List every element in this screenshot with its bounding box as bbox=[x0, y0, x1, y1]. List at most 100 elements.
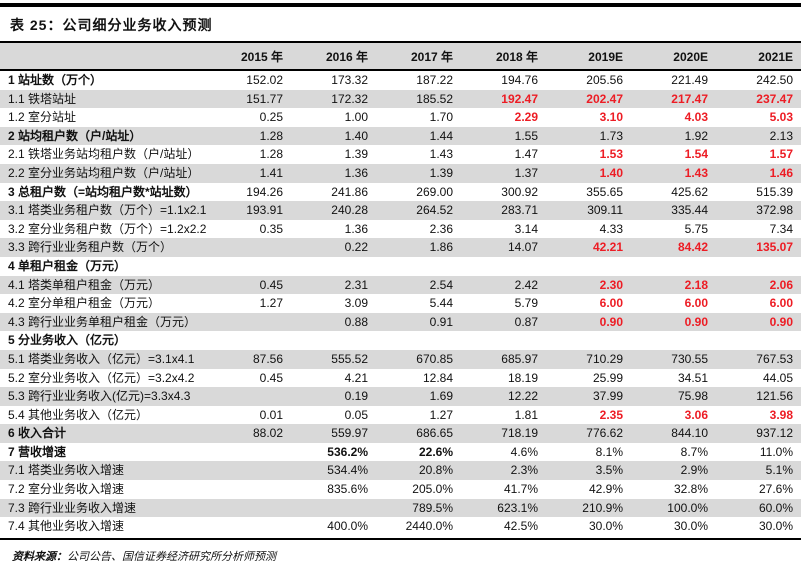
cell: 1.46 bbox=[716, 163, 801, 183]
header-row: 2015 年 2016 年 2017 年 2018 年 2019E 2020E 2021E bbox=[0, 43, 801, 71]
cell: 515.39 bbox=[756, 184, 793, 199]
cell: 100.0% bbox=[631, 498, 716, 518]
cell: 685.97 bbox=[461, 349, 546, 369]
column-header: 2021E bbox=[716, 43, 801, 71]
cell: 623.1% bbox=[461, 498, 546, 518]
table-row: 7.2 室分业务收入增速 835.6% 205.0% 41.7% 42.9% 32.8% 2… bbox=[0, 480, 801, 499]
cell bbox=[206, 461, 291, 481]
table-row: 7 营收增速 536.2% 22.6% 4.6% 8.1% 8.7% 11.0% bbox=[0, 443, 801, 462]
bottom-rule bbox=[0, 537, 801, 540]
row-label: 1 站址数（万个） bbox=[8, 73, 103, 87]
cell bbox=[716, 331, 801, 350]
cell: 0.45 bbox=[206, 275, 291, 295]
cell bbox=[206, 517, 291, 536]
cell: 2.36 bbox=[429, 221, 453, 236]
cell bbox=[206, 498, 291, 518]
table-row: 5 分业务收入（亿元） bbox=[0, 331, 801, 350]
cell: 2.29 bbox=[514, 110, 538, 125]
source-label: 资料来源： bbox=[12, 550, 67, 561]
cell: 536.2% bbox=[327, 444, 368, 459]
cell: 1.47 bbox=[514, 147, 538, 162]
cell: 151.77 bbox=[206, 89, 291, 109]
row-label: 6 收入合计 bbox=[0, 424, 206, 443]
row-label: 3.1 塔类业务租户数（万个）=1.1x2.1 bbox=[0, 201, 206, 220]
row-label: 2.1 铁塔业务站均租户数（户/站址） bbox=[8, 147, 200, 162]
cell: 0.19 bbox=[291, 387, 376, 406]
table-row: 3 总租户数（=站均租户数*站址数） 194.26 241.86 269.00 300.… bbox=[0, 183, 801, 202]
cell: 400.0% bbox=[327, 519, 368, 534]
cell: 730.55 bbox=[631, 349, 716, 369]
table-row: 6 收入合计 88.02 559.97 686.65 718.19 776.62 844.1… bbox=[0, 424, 801, 443]
row-label: 2 站均租户数（户/站址） bbox=[0, 126, 206, 146]
cell: 555.52 bbox=[291, 349, 376, 369]
cell: 0.45 bbox=[259, 370, 283, 385]
row-label: 5 分业务收入（亿元） bbox=[8, 333, 127, 348]
cell: 2.13 bbox=[716, 126, 801, 146]
cell: 12.84 bbox=[422, 370, 453, 385]
column-header: 2020E bbox=[631, 43, 716, 71]
cell: 32.8% bbox=[673, 482, 708, 497]
cell: 718.19 bbox=[461, 424, 546, 443]
cell: 1.69 bbox=[376, 387, 461, 406]
cell: 3.14 bbox=[514, 221, 538, 236]
cell: 2.18 bbox=[631, 275, 716, 295]
cell: 11.0% bbox=[759, 444, 793, 459]
cell: 34.51 bbox=[677, 370, 708, 385]
cell: 242.50 bbox=[756, 73, 793, 87]
cell: 937.12 bbox=[716, 424, 801, 443]
cell: 1.86 bbox=[376, 238, 461, 257]
cell: 42.21 bbox=[546, 238, 631, 257]
cell: 1.55 bbox=[461, 126, 546, 146]
table-row: 4 单租户租金（万元） bbox=[0, 257, 801, 276]
cell: 5.44 bbox=[429, 296, 453, 311]
cell: 7.34 bbox=[769, 221, 793, 236]
cell bbox=[461, 257, 546, 276]
cell: 300.92 bbox=[501, 184, 538, 199]
cell: 121.56 bbox=[716, 387, 801, 406]
table-row: 4.3 跨行业业务单租户租金（万元） 0.88 0.91 0.87 0.90 0.90 0.… bbox=[0, 312, 801, 332]
cell: 8.7% bbox=[680, 444, 708, 459]
source-text: 公司公告、国信证券经济研究所分析师预测 bbox=[67, 550, 276, 561]
cell: 1.81 bbox=[514, 407, 538, 422]
table-row: 1 站址数（万个） 152.02 173.32 187.22 194.76 205.56 2… bbox=[0, 70, 801, 90]
table-row: 5.3 跨行业业务收入(亿元)=3.3x4.3 0.19 1.69 12.22 37.9… bbox=[0, 387, 801, 406]
row-label: 3 总租户数（=站均租户数*站址数） bbox=[8, 184, 198, 199]
row-label: 7.2 室分业务收入增速 bbox=[8, 482, 125, 497]
cell: 30.0% bbox=[588, 519, 623, 534]
cell: 1.28 bbox=[259, 147, 283, 162]
cell bbox=[206, 238, 291, 257]
cell: 60.0% bbox=[716, 498, 801, 518]
table-row: 5.1 塔类业务收入（亿元）=3.1x4.1 87.56 555.52 670.85 6… bbox=[0, 349, 801, 369]
cell: 5.1% bbox=[716, 461, 801, 481]
cell: 2440.0% bbox=[405, 519, 453, 534]
cell: 241.86 bbox=[331, 184, 368, 199]
cell: 355.65 bbox=[586, 184, 623, 199]
cell: 269.00 bbox=[416, 184, 453, 199]
cell: 210.9% bbox=[546, 498, 631, 518]
column-header: 2018 年 bbox=[461, 43, 546, 71]
cell: 1.39 bbox=[376, 163, 461, 183]
cell: 2.35 bbox=[599, 407, 623, 422]
table-row: 4.1 塔类单租户租金（万元） 0.45 2.31 2.54 2.42 2.30 2.18 2… bbox=[0, 275, 801, 295]
cell: 4.03 bbox=[684, 110, 708, 125]
cell: 0.25 bbox=[259, 110, 283, 125]
cell: 1.36 bbox=[291, 163, 376, 183]
cell: 5.79 bbox=[514, 296, 538, 311]
cell: 1.27 bbox=[259, 296, 283, 311]
cell: 237.47 bbox=[716, 89, 801, 109]
cell: 1.53 bbox=[599, 147, 623, 162]
cell bbox=[546, 257, 631, 276]
cell: 75.98 bbox=[631, 387, 716, 406]
cell: 0.05 bbox=[344, 407, 368, 422]
cell: 172.32 bbox=[291, 89, 376, 109]
cell bbox=[376, 257, 461, 276]
cell: 3.06 bbox=[684, 407, 708, 422]
cell: 372.98 bbox=[716, 201, 801, 220]
cell: 1.28 bbox=[206, 126, 291, 146]
table-row: 4.2 室分单租户租金（万元） 1.27 3.09 5.44 5.79 6.00 6.00 6… bbox=[0, 294, 801, 313]
cell: 1.70 bbox=[429, 110, 453, 125]
table-row: 5.4 其他业务收入（亿元） 0.01 0.05 1.27 1.81 2.35 3.06 3.… bbox=[0, 406, 801, 425]
cell: 2.3% bbox=[461, 461, 546, 481]
cell: 152.02 bbox=[246, 73, 283, 87]
